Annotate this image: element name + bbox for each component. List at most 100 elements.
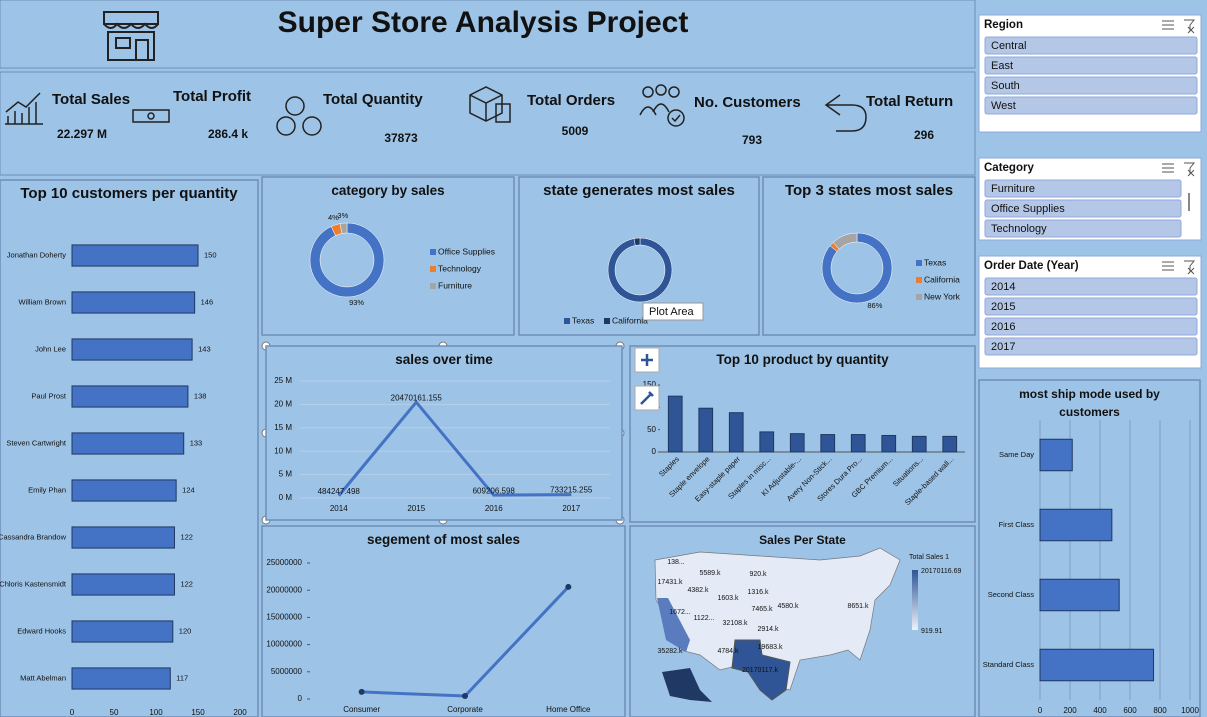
chart-title: sales over time [395, 352, 493, 367]
x-tick-label: 2017 [562, 504, 580, 513]
x-tick-label: 150 [191, 708, 205, 717]
slicer-item-label: 2014 [991, 281, 1015, 293]
data-label: 4% [328, 213, 339, 222]
slicer-item[interactable] [984, 219, 1182, 238]
bar [698, 407, 714, 453]
bar [881, 434, 897, 453]
x-tick-label: 2016 [485, 504, 503, 513]
kpi-label: Total Profit [173, 88, 251, 105]
donut-segment [339, 222, 348, 234]
map-label: 4580.k [777, 603, 799, 610]
chart-title: Top 10 customers per quantity [20, 185, 238, 202]
y-tick-label: 5 M [279, 470, 293, 479]
bar [1039, 648, 1155, 682]
scrollbar [1188, 193, 1190, 211]
bar [759, 431, 775, 453]
x-tick-label: Consumer [343, 705, 380, 714]
y-tick-label: 5000000 [271, 667, 303, 676]
kpi-value: 5009 [562, 124, 589, 138]
slicer-item[interactable] [984, 199, 1182, 218]
kpi-label: Total Orders [527, 92, 615, 109]
bar [71, 620, 174, 643]
slicer-icons [1162, 162, 1196, 177]
chart-title: Top 10 product by quantity [716, 352, 889, 367]
bar [71, 338, 193, 361]
kpi-value: 296 [914, 128, 934, 142]
slicer-item[interactable] [984, 56, 1198, 75]
slicer-item[interactable] [984, 337, 1198, 356]
y-tick-label: Edward Hooks [17, 626, 66, 635]
bar [789, 433, 805, 453]
data-label: 122 [180, 579, 193, 588]
x-tick-label: 0 [1038, 706, 1043, 715]
kpi-label: Total Quantity [323, 91, 423, 108]
state-alaska [662, 668, 712, 702]
legend-label: California [924, 274, 960, 284]
slicer-item[interactable] [984, 297, 1198, 316]
y-tick-label: Steven Cartwright [6, 438, 67, 447]
y-tick-label: 0 M [279, 493, 293, 502]
y-tick-label: Emily Phan [28, 485, 66, 494]
kpi-value: 286.4 k [208, 127, 248, 141]
chart-panel [261, 176, 515, 336]
slicer-item[interactable] [984, 277, 1198, 296]
data-label: 93% [349, 298, 364, 307]
slicer-item-label: 2016 [991, 321, 1015, 333]
slicer-item-label: East [991, 60, 1013, 72]
bar [942, 435, 958, 453]
bar [850, 434, 866, 453]
y-tick-label: 25000000 [266, 558, 302, 567]
map-label: 8651.k [847, 603, 869, 610]
map-label: 1122... [694, 615, 715, 622]
header-band [0, 0, 976, 69]
donut-segment [821, 232, 893, 304]
map-label: 32108.k [723, 620, 748, 627]
state-texas [731, 639, 791, 701]
slicer-item[interactable] [984, 76, 1198, 95]
legend-label: Texas [924, 257, 946, 267]
data-label: 20470161.155 [391, 393, 443, 402]
x-tick-label: 2014 [330, 504, 348, 513]
map-label: 17431.k [658, 579, 683, 586]
slicer-item[interactable] [984, 179, 1182, 198]
y-tick-label: 0 [298, 694, 303, 703]
y-tick-label: 25 M [274, 376, 292, 385]
slicer-item[interactable] [984, 96, 1198, 115]
kpi-label: Total Return [866, 93, 953, 110]
data-label: 138 [194, 391, 207, 400]
slicer-title: Order Date (Year) [984, 260, 1079, 272]
y-tick-label: Cassandra Brandow [0, 532, 67, 541]
x-tick-label: 800 [1153, 706, 1167, 715]
legend-swatch [430, 249, 436, 255]
x-tick-label: 600 [1123, 706, 1137, 715]
data-label: 3% [337, 211, 348, 220]
bar [1039, 438, 1073, 472]
bar [1039, 578, 1120, 612]
map-label: 4382.k [687, 587, 709, 594]
map-label: 1603.k [717, 595, 739, 602]
y-tick-label: 150 [643, 380, 657, 389]
marker [358, 688, 365, 695]
y-tick-label: Jonathan Doherty [7, 250, 66, 259]
y-tick-label: 10000000 [266, 640, 302, 649]
legend-swatch [564, 318, 570, 324]
kpi-value: 37873 [384, 131, 418, 145]
x-tick-label: Home Office [546, 705, 591, 714]
x-tick-label: 100 [149, 708, 163, 717]
y-tick-label: William Brown [18, 297, 66, 306]
chart-title: Sales Per State [759, 533, 846, 547]
y-tick-label: John Lee [35, 344, 66, 353]
y-tick-label: Chloris Kastensmidt [0, 579, 67, 588]
x-tick-label: 400 [1093, 706, 1107, 715]
map-legend-min: 919.91 [921, 628, 943, 635]
x-tick-label: 200 [1063, 706, 1077, 715]
x-tick-label: 200 [233, 708, 247, 717]
y-tick-label: First Class [999, 520, 1035, 529]
kpi-value: 793 [742, 133, 762, 147]
slicer-item[interactable] [984, 36, 1198, 55]
legend-label: New York [924, 291, 961, 301]
slicer-item[interactable] [984, 317, 1198, 336]
kpi-value: 22.297 M [57, 127, 107, 141]
x-tick-label: 2015 [407, 504, 425, 513]
